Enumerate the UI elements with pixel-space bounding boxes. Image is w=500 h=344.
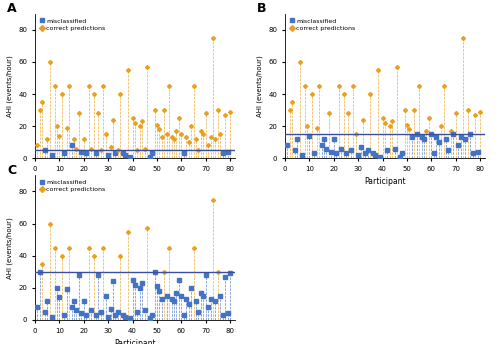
Legend: misclassified, correct predictions: misclassified, correct predictions [38,17,107,32]
X-axis label: Participant: Participant [364,178,406,186]
Text: B: B [257,2,266,15]
Text: C: C [7,164,16,177]
Legend: misclassified, correct predictions: misclassified, correct predictions [288,17,357,32]
X-axis label: Participant: Participant [114,178,156,186]
Y-axis label: AHI (events/hour): AHI (events/hour) [6,55,13,117]
Y-axis label: AHI (events/hour): AHI (events/hour) [256,55,263,117]
Legend: misclassified, correct predictions: misclassified, correct predictions [38,179,107,194]
X-axis label: Participant: Participant [114,339,156,344]
Y-axis label: AHI (events/hour): AHI (events/hour) [6,217,13,279]
Text: A: A [7,2,16,15]
